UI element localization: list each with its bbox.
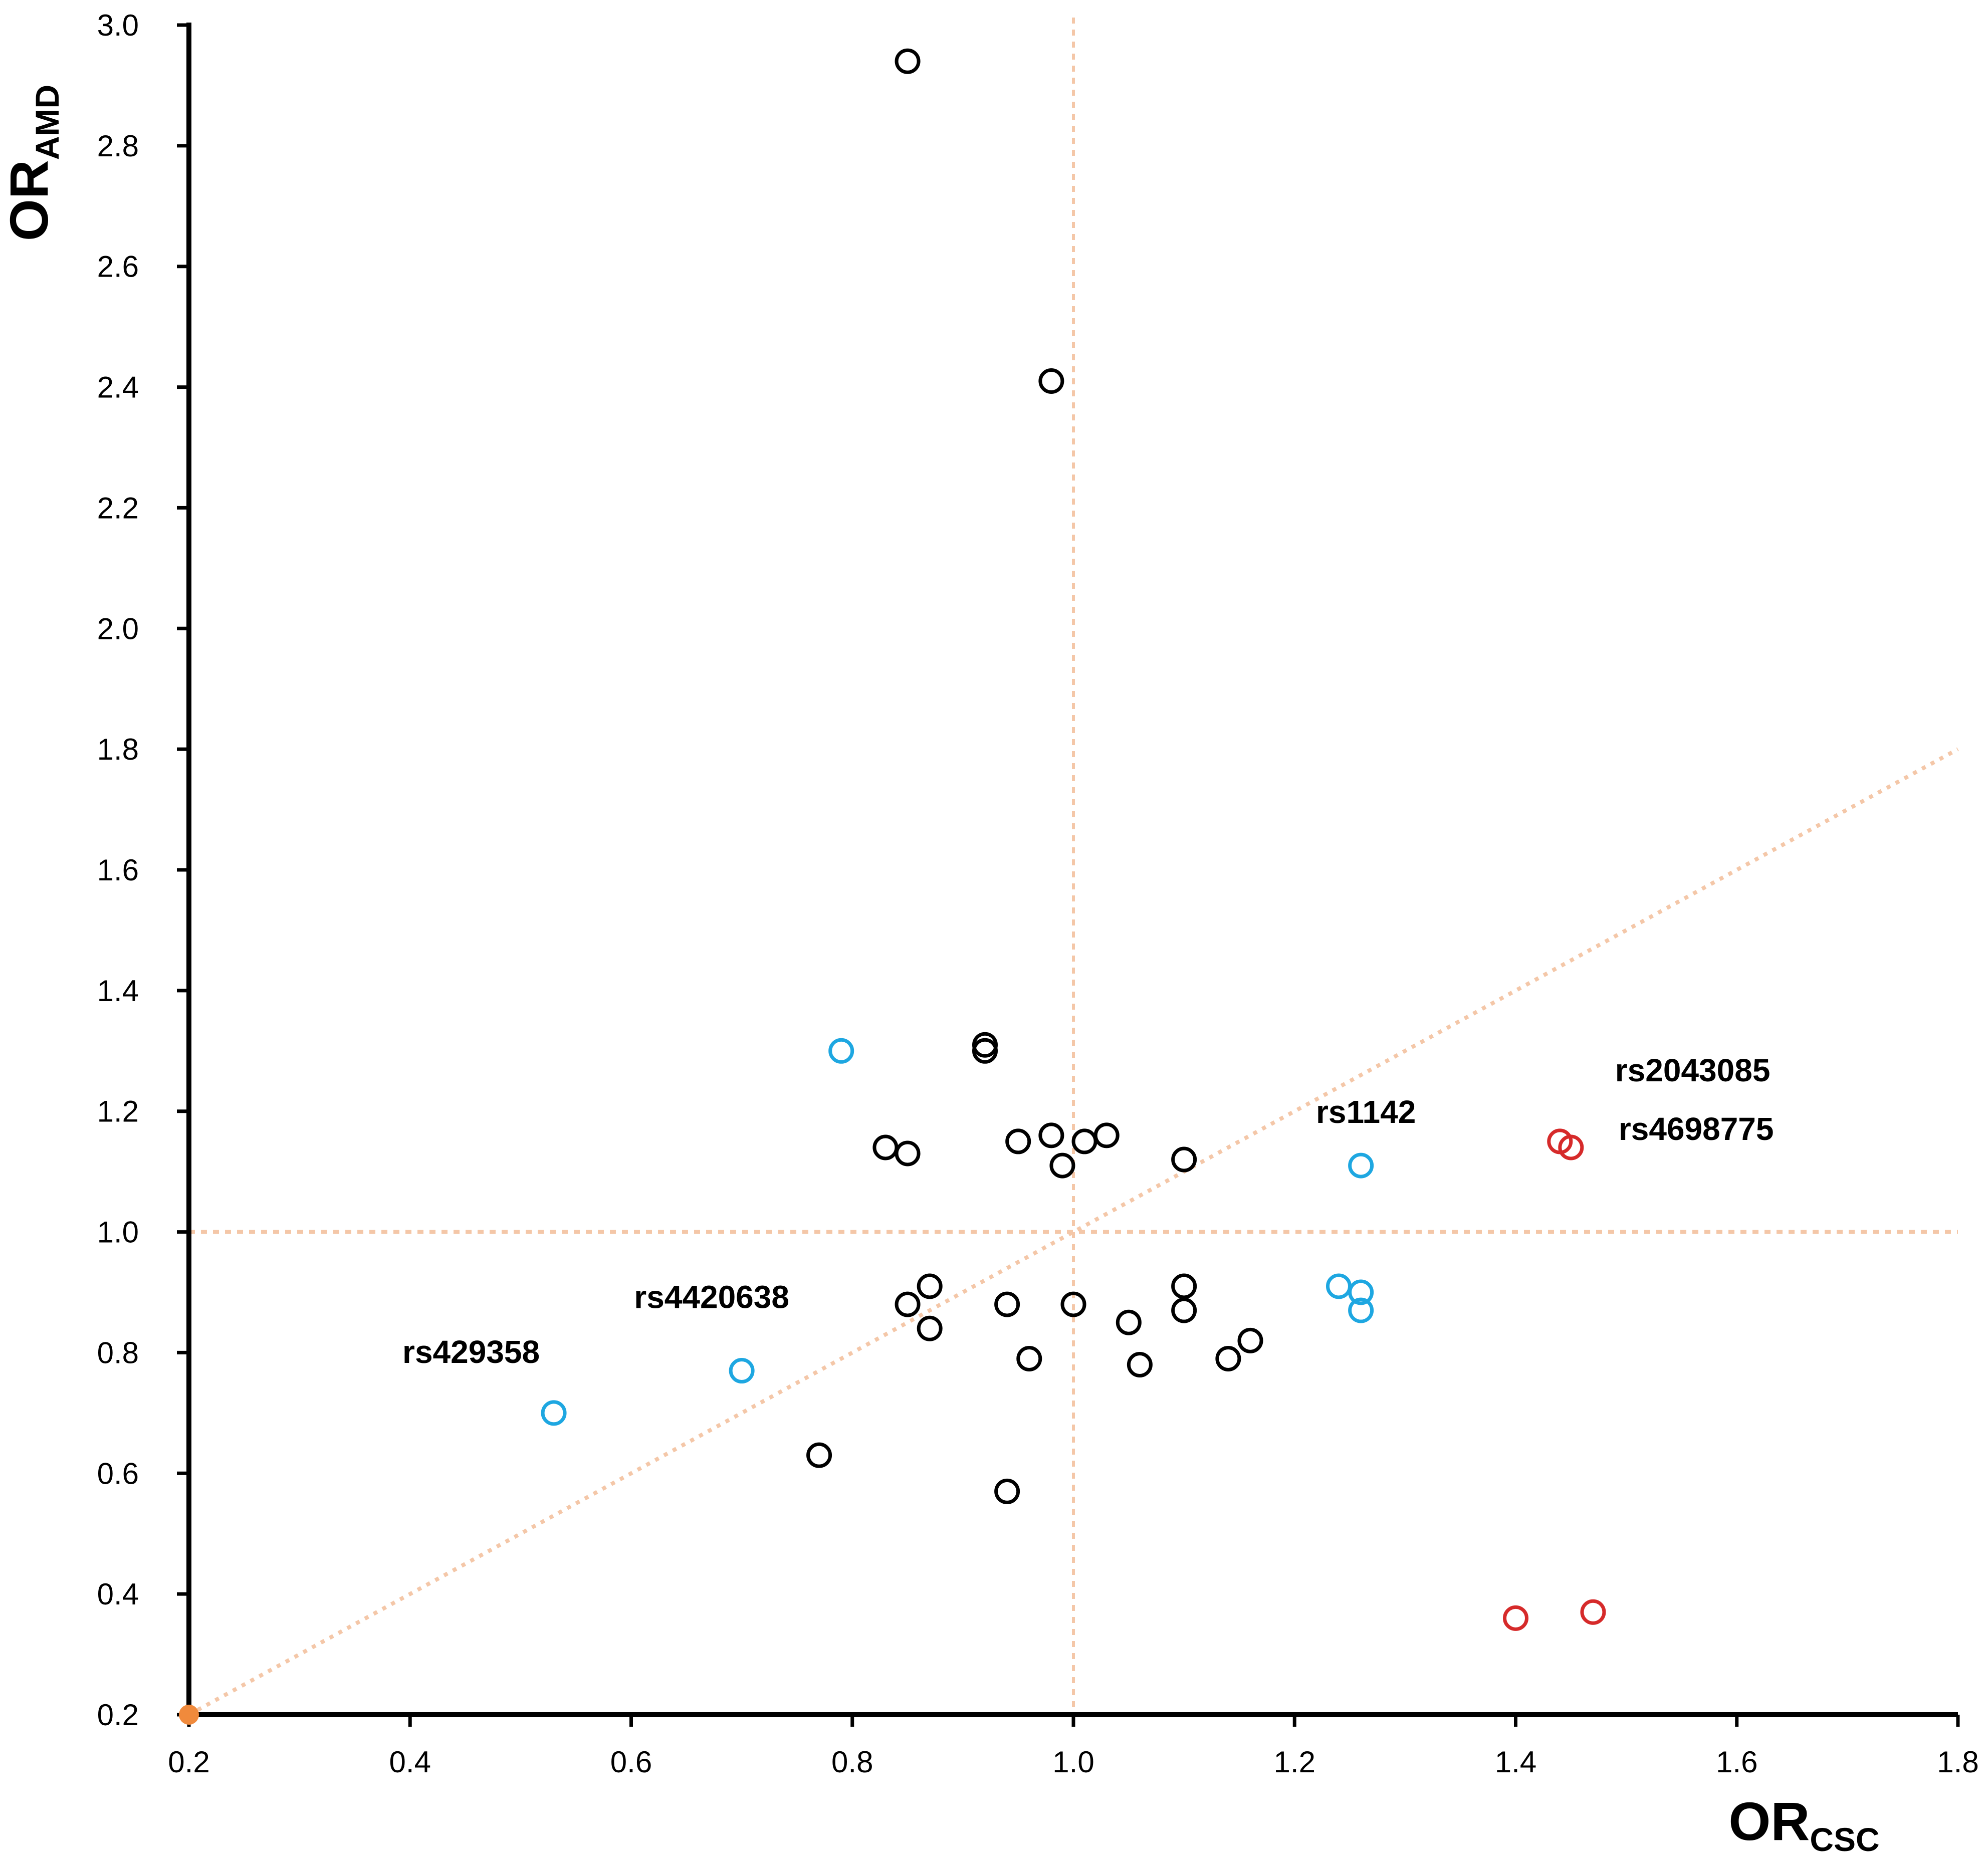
point-label-rs2043085: rs2043085 <box>1615 1052 1771 1088</box>
data-point-blue <box>541 1400 567 1426</box>
x-tick-label: 0.8 <box>831 1745 873 1779</box>
data-point-black <box>1237 1327 1263 1353</box>
data-point-black <box>1005 1128 1031 1154</box>
y-tick-label: 2.4 <box>97 371 139 404</box>
point-label-rs4420638: rs4420638 <box>634 1279 789 1315</box>
x-tick-label: 1.2 <box>1274 1745 1315 1779</box>
data-point-black <box>895 48 921 74</box>
x-tick-label: 1.6 <box>1716 1745 1757 1779</box>
x-tick-label: 1.8 <box>1937 1745 1978 1779</box>
data-point-black <box>1060 1291 1086 1317</box>
y-tick-label: 1.0 <box>97 1216 139 1249</box>
data-point-black <box>1171 1297 1197 1323</box>
y-tick-label: 0.4 <box>97 1577 139 1611</box>
x-axis-title-sub: CSC <box>1810 1821 1879 1858</box>
data-point-black <box>1038 368 1064 394</box>
y-tick-label: 1.2 <box>97 1095 139 1128</box>
y-tick-label: 1.4 <box>97 974 139 1008</box>
y-tick-label: 0.2 <box>97 1698 139 1732</box>
data-point-black <box>895 1140 921 1167</box>
point-label-rs429358: rs429358 <box>402 1334 540 1370</box>
data-point-blue <box>1326 1273 1352 1299</box>
y-tick-label: 1.8 <box>97 733 139 766</box>
x-tick-label: 0.6 <box>610 1745 652 1779</box>
data-points <box>179 48 1606 1725</box>
point-label-rs1142: rs1142 <box>1316 1094 1416 1130</box>
x-axis-title: ORCSC <box>1728 1791 1879 1858</box>
point-labels: rs2043085 rs4698775 rs1142 rs4420638 rs42935… <box>402 1052 1774 1370</box>
y-axis-title-main: OR <box>0 160 59 241</box>
data-point-black <box>806 1442 832 1468</box>
data-point-blue <box>1348 1297 1374 1323</box>
data-point-black <box>1049 1152 1075 1179</box>
x-tick-label: 0.2 <box>168 1745 209 1779</box>
y-tick-label: 2.8 <box>97 129 139 163</box>
data-point-black <box>1215 1345 1241 1371</box>
origin-marker <box>179 1705 199 1725</box>
data-point-blue <box>828 1038 854 1064</box>
x-tick-label: 0.4 <box>389 1745 431 1779</box>
data-point-black <box>1171 1273 1197 1299</box>
data-point-red <box>1503 1605 1528 1631</box>
y-tick-label: 2.6 <box>97 250 139 284</box>
x-tick-label: 1.0 <box>1052 1745 1094 1779</box>
data-point-black <box>1093 1122 1120 1148</box>
reference-lines <box>188 18 1959 1717</box>
data-point-black <box>972 1038 998 1064</box>
x-axis-title-main: OR <box>1728 1791 1810 1851</box>
data-point-black <box>1038 1122 1064 1148</box>
data-point-black <box>917 1273 943 1299</box>
data-point-black <box>994 1291 1020 1317</box>
data-point-black <box>917 1315 943 1341</box>
ticks: 0.2 0.4 0.6 0.8 1.0 1.2 1.4 1.6 1.8 0.2 0.4 0.6 0.8 1… <box>97 9 1979 1779</box>
y-tick-label: 3.0 <box>97 9 139 42</box>
y-axis-title-sub: AMD <box>29 85 66 160</box>
y-tick-label: 1.6 <box>97 853 139 887</box>
data-point-black <box>1116 1309 1142 1335</box>
y-tick-label: 2.0 <box>97 612 139 645</box>
y-tick-label: 2.2 <box>97 491 139 525</box>
data-point-black <box>1071 1128 1097 1154</box>
data-point-black <box>994 1478 1020 1504</box>
y-tick-label: 0.8 <box>97 1336 139 1369</box>
data-point-black <box>1016 1345 1042 1371</box>
data-point-blue <box>729 1358 755 1384</box>
data-point-red <box>1558 1134 1584 1160</box>
point-label-rs4698775: rs4698775 <box>1619 1111 1774 1147</box>
data-point-blue <box>1348 1279 1374 1305</box>
y-tick-label: 0.6 <box>97 1457 139 1490</box>
data-point-black <box>1171 1146 1197 1173</box>
data-point-black <box>872 1134 899 1160</box>
y-axis-title: ORAMD <box>0 85 66 241</box>
data-point-black <box>895 1291 921 1317</box>
data-point-black <box>1127 1352 1153 1378</box>
data-point-red <box>1580 1599 1606 1625</box>
x-tick-label: 1.4 <box>1495 1745 1536 1779</box>
data-point-blue <box>1348 1152 1374 1179</box>
